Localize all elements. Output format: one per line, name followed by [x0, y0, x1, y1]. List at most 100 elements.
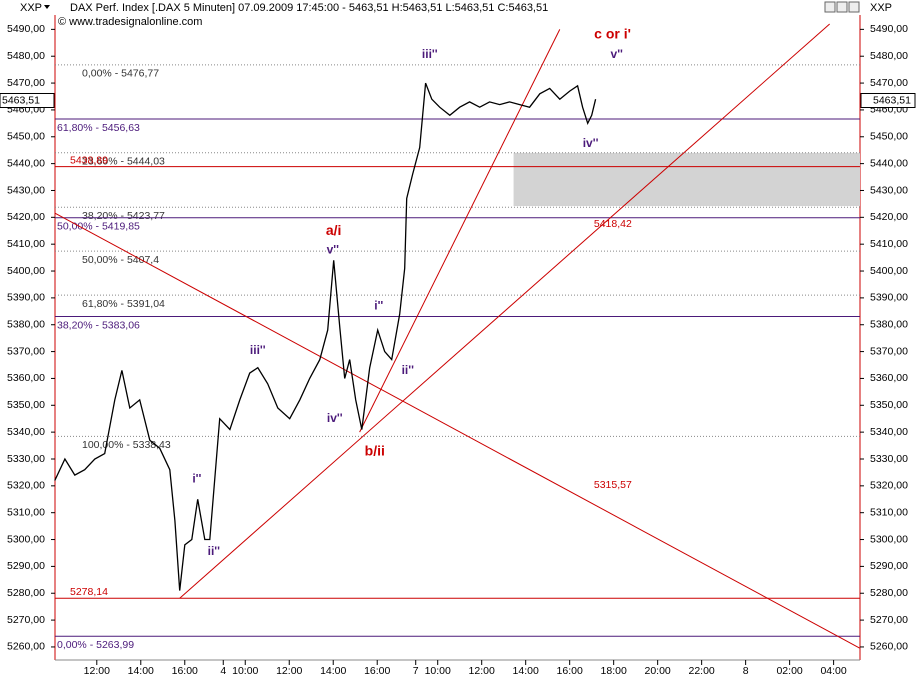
wave-label: a/i: [326, 222, 342, 238]
y-tick-label: 5310,00: [7, 506, 45, 518]
level-label: 38,20% - 5423,77: [82, 210, 165, 222]
chart-subtitle: © www.tradesignalonline.com: [58, 16, 202, 28]
y-tick-label: 5450,00: [870, 131, 908, 143]
x-tick-label: 04:00: [820, 665, 846, 677]
y-tick-label: 5340,00: [870, 426, 908, 438]
x-tick-label: 7: [413, 665, 419, 677]
y-tick-label: 5330,00: [870, 453, 908, 465]
target-zone: [513, 152, 860, 207]
y-tick-label: 5410,00: [7, 238, 45, 250]
trendline: [54, 212, 860, 649]
y-tick-label: 5350,00: [870, 399, 908, 411]
x-tick-label: 02:00: [776, 665, 802, 677]
window-buttons: [824, 1, 860, 13]
y-tick-label: 5470,00: [7, 77, 45, 89]
y-tick-label: 5430,00: [870, 184, 908, 196]
y-tick-label: 5350,00: [7, 399, 45, 411]
y-tick-label: 5430,00: [7, 184, 45, 196]
symbol-left: XXP: [20, 2, 42, 14]
x-tick-label: 16:00: [364, 665, 390, 677]
y-tick-label: 5370,00: [870, 345, 908, 357]
level-label: 100,00% - 5338,43: [82, 439, 171, 451]
y-tick-label: 5360,00: [7, 372, 45, 384]
y-tick-label: 5260,00: [7, 641, 45, 653]
level-label: 0,00% - 5476,77: [82, 68, 159, 80]
wave-label: i'': [374, 299, 383, 313]
x-tick-label: 12:00: [469, 665, 495, 677]
y-tick-label: 5380,00: [870, 319, 908, 331]
y-tick-label: 5440,00: [7, 157, 45, 169]
trend-label: 5418,42: [594, 218, 632, 230]
level-label: 5438,89: [70, 154, 108, 166]
wave-label: iii'': [422, 47, 438, 61]
x-tick-label: 10:00: [232, 665, 258, 677]
y-tick-label: 5390,00: [870, 292, 908, 304]
y-tick-label: 5440,00: [870, 157, 908, 169]
x-tick-label: 14:00: [513, 665, 539, 677]
last-price-label: 5463,51: [2, 94, 40, 106]
y-tick-label: 5280,00: [7, 587, 45, 599]
button-minimize[interactable]: [824, 1, 836, 13]
wave-label: iv'': [327, 411, 343, 425]
x-tick-label: 20:00: [645, 665, 671, 677]
dropdown-arrow[interactable]: [44, 5, 50, 9]
y-tick-label: 5450,00: [7, 131, 45, 143]
wave-label: ii'': [208, 544, 221, 558]
level-label: 50,00% - 5419,85: [57, 221, 140, 233]
price-line: [54, 82, 597, 591]
wave-label: iii'': [250, 343, 266, 357]
button-restore[interactable]: [836, 1, 848, 13]
y-tick-label: 5370,00: [7, 345, 45, 357]
x-tick-label: 22:00: [688, 665, 714, 677]
trendline: [179, 23, 830, 599]
y-tick-label: 5490,00: [870, 23, 908, 35]
y-tick-label: 5420,00: [7, 211, 45, 223]
x-tick-label: 4: [220, 665, 226, 677]
level-label: 23,60% - 5444,03: [82, 156, 165, 168]
chart-title: DAX Perf. Index [.DAX 5 Minuten] 07.09.2…: [70, 2, 548, 14]
y-tick-label: 5420,00: [870, 211, 908, 223]
x-tick-label: 14:00: [320, 665, 346, 677]
y-tick-label: 5290,00: [7, 560, 45, 572]
y-tick-label: 5270,00: [870, 614, 908, 626]
last-price-label: 5463,51: [873, 94, 911, 106]
y-tick-label: 5410,00: [870, 238, 908, 250]
level-label: 38,20% - 5383,06: [57, 319, 140, 331]
y-tick-label: 5490,00: [7, 23, 45, 35]
y-tick-label: 5280,00: [870, 587, 908, 599]
y-tick-label: 5340,00: [7, 426, 45, 438]
y-tick-label: 5360,00: [870, 372, 908, 384]
y-tick-label: 5270,00: [7, 614, 45, 626]
y-tick-label: 5330,00: [7, 453, 45, 465]
wave-label: b/ii: [365, 443, 385, 459]
x-tick-label: 14:00: [128, 665, 154, 677]
wave-label: v'': [327, 243, 340, 257]
symbol-right: XXP: [870, 2, 892, 14]
y-tick-label: 5300,00: [870, 533, 908, 545]
y-tick-label: 5320,00: [7, 480, 45, 492]
y-tick-label: 5480,00: [7, 50, 45, 62]
level-label: 0,00% - 5263,99: [57, 639, 134, 651]
trendline: [359, 29, 561, 433]
button-close[interactable]: [848, 1, 860, 13]
wave-label: ii'': [402, 363, 415, 377]
wave-label: v'': [611, 47, 624, 61]
y-tick-label: 5310,00: [870, 506, 908, 518]
last-price-box: [860, 92, 916, 108]
level-label: 61,80% - 5391,04: [82, 298, 165, 310]
y-tick-label: 5260,00: [870, 641, 908, 653]
y-tick-label: 5400,00: [870, 265, 908, 277]
x-tick-label: 10:00: [425, 665, 451, 677]
trend-label: 5315,57: [594, 479, 632, 491]
x-tick-label: 8: [743, 665, 749, 677]
level-label: 50,00% - 5407,4: [82, 254, 159, 266]
y-tick-label: 5480,00: [870, 50, 908, 62]
wave-label: i'': [192, 471, 201, 485]
level-label: 61,80% - 5456,63: [57, 122, 140, 134]
x-tick-label: 12:00: [276, 665, 302, 677]
y-tick-label: 5470,00: [870, 77, 908, 89]
level-label: 5278,14: [70, 586, 108, 598]
x-tick-label: 16:00: [557, 665, 583, 677]
